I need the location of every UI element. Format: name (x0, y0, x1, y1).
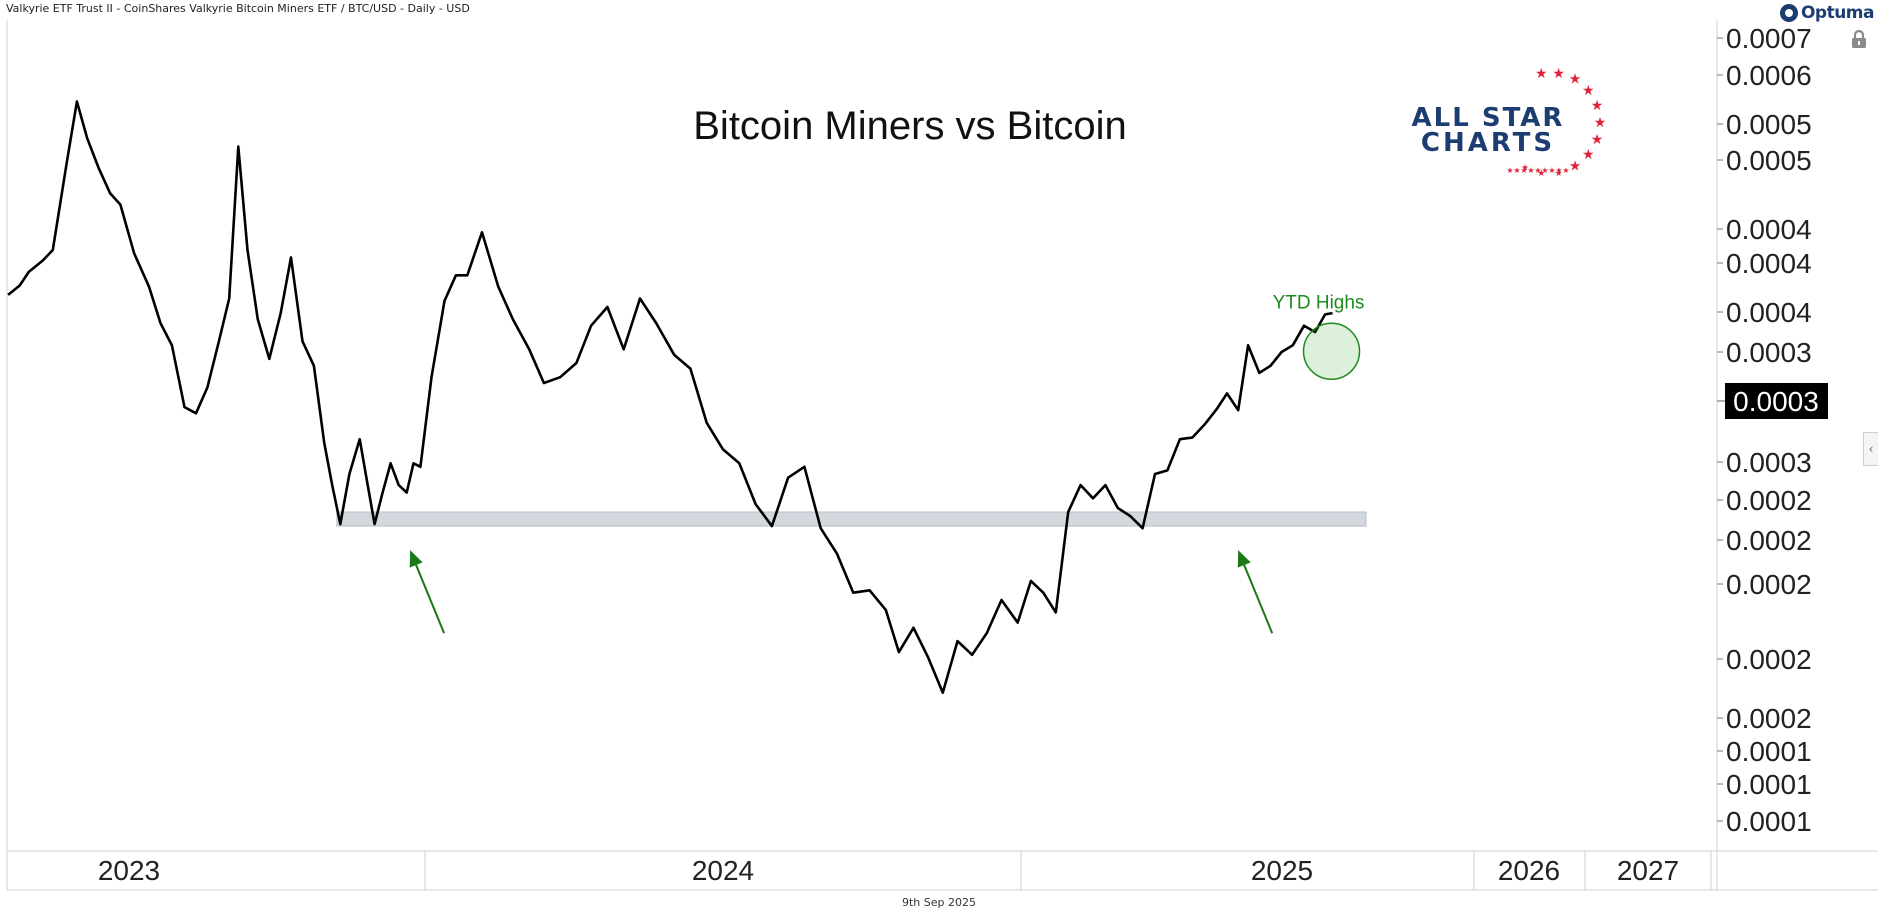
footer-date: 9th Sep 2025 (901, 896, 976, 909)
logo-star: ★ (1535, 66, 1548, 82)
series-line-miners-vs-bitcoin (7, 100, 1333, 694)
arrow-head (1237, 550, 1251, 568)
logo-star-small: ★ (1520, 166, 1527, 175)
x-tick-label: 2025 (1251, 855, 1313, 886)
x-tick-label: 2027 (1617, 855, 1679, 886)
arrow-annotations (409, 550, 1274, 634)
logo-star-small: ★ (1513, 166, 1520, 175)
y-tick-label: 0.0004 (1726, 214, 1812, 245)
x-tick-label: 2024 (692, 855, 754, 886)
ytd-highs-circle (1302, 322, 1361, 381)
y-tick-label: 0.0005 (1726, 145, 1812, 176)
chart-title: Bitcoin Miners vs Bitcoin (693, 104, 1126, 148)
logo-star-ring: ★ ★ ★★★★★★★★★★★ ★ ★ ★ ★ ★ ★ ★ ★ (1506, 66, 1606, 179)
y-tick-label: 0.0002 (1726, 525, 1812, 556)
logo-star: ★ (1594, 115, 1607, 131)
logo-star-small: ★ (1527, 166, 1534, 175)
y-tick-label: 0.0005 (1726, 109, 1812, 140)
logo-star: ★ (1552, 66, 1565, 82)
y-tick-label: 0.0004 (1726, 248, 1812, 279)
y-tick-label: 0.0007 (1726, 23, 1812, 54)
arrow-shaft (413, 559, 446, 634)
x-tick-label: 2026 (1498, 855, 1560, 886)
x-tick-label: 2023 (98, 855, 160, 886)
optuma-brand-label: Optuma (1800, 3, 1875, 23)
ytd-highs-label: YTD Highs (1273, 292, 1365, 313)
logo-star: ★ (1591, 98, 1604, 114)
y-tick-label: 0.0003 (1726, 447, 1812, 478)
x-axis: 2023 2024 2025 2026 2027 (98, 851, 1712, 890)
chevron-left-icon[interactable]: ‹ (1863, 432, 1878, 466)
all-star-charts-logo: ALL STAR CHARTS ★ ★ ★★★★★★★★★★★ ★ ★ ★ ★ ★ ★ ★ ★ (1412, 66, 1607, 179)
y-tick-label: 0.0001 (1726, 736, 1812, 767)
y-tick-label: 0.0004 (1726, 297, 1812, 328)
y-tick-label: 0.0001 (1726, 806, 1812, 837)
last-value-label: 0.0003 (1733, 386, 1819, 417)
y-tick-label: 0.0001 (1726, 769, 1812, 800)
logo-star: ★ (1569, 158, 1582, 174)
optuma-logo-icon (1779, 4, 1798, 22)
last-value-badge-bg (1725, 383, 1828, 419)
logo-star-small: ★ (1534, 166, 1541, 175)
optuma-brand: Optuma (1779, 2, 1875, 24)
logo-line2: CHARTS (1421, 128, 1555, 158)
logo-star-small: ★ (1506, 166, 1513, 175)
logo-star-small: ★ (1541, 166, 1548, 175)
logo-star: ★ (1591, 132, 1604, 148)
logo-line1: ALL STAR (1412, 103, 1565, 133)
y-tick-label: 0.0003 (1726, 337, 1812, 368)
logo-star-small: ★ (1548, 166, 1555, 175)
logo-star: ★ (1582, 83, 1595, 99)
y-tick-label: 0.0002 (1726, 703, 1812, 734)
logo-star-small: ★ (1555, 166, 1562, 175)
logo-star: ★ (1521, 163, 1529, 173)
arrow-head (409, 550, 423, 568)
y-tick-label: 0.0006 (1726, 60, 1812, 91)
y-tick-label: 0.0002 (1726, 485, 1812, 516)
y-tick-label: 0.0002 (1726, 569, 1812, 600)
logo-star-small: ★ (1562, 166, 1569, 175)
logo-star: ★ (1569, 72, 1582, 88)
logo-star: ★ (1537, 169, 1545, 179)
logo-star: ★ (1555, 169, 1563, 179)
lock-icon[interactable] (1848, 28, 1870, 50)
annotation-arrow-1 (409, 550, 446, 634)
y-axis: 0.00070.00060.00050.00050.00040.00040.00… (1717, 23, 1812, 837)
chart-instrument-title: Valkyrie ETF Trust II - CoinShares Valky… (6, 2, 470, 15)
logo-star: ★ (1582, 147, 1595, 163)
y-tick-label: 0.0002 (1726, 644, 1812, 675)
last-value-badge: 0.0003 (1717, 383, 1828, 419)
arrow-shaft (1241, 559, 1274, 634)
support-zone-band (336, 511, 1367, 527)
annotation-arrow-2 (1237, 550, 1274, 634)
